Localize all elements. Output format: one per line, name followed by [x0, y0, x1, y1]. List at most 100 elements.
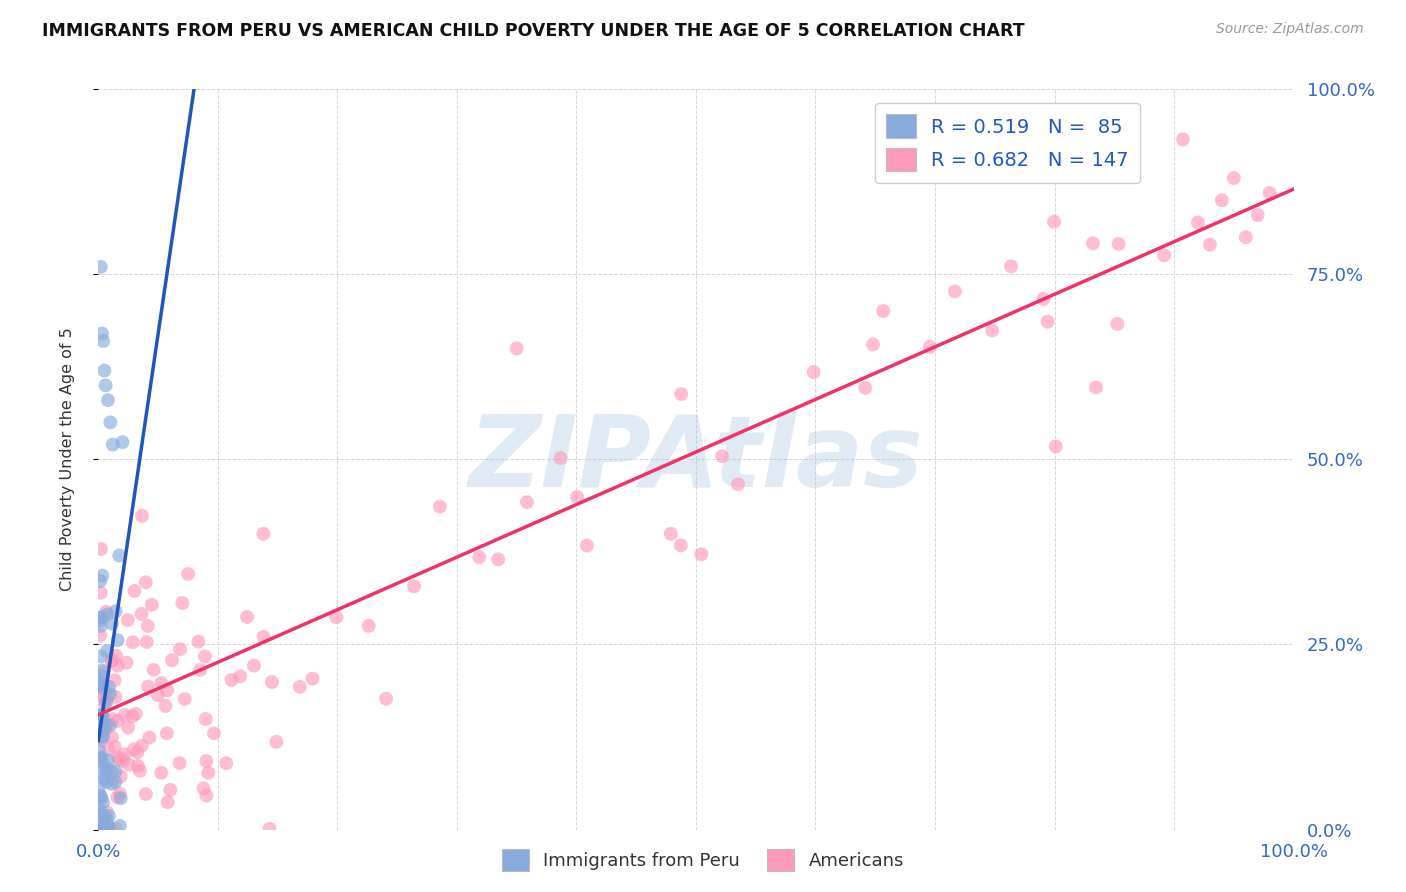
Point: [90, 817, 112, 831]
Point: [127, 745, 149, 759]
Point: [93, 720, 115, 734]
Point: [97, 754, 120, 768]
Point: [94, 717, 117, 731]
Point: [98, 687, 121, 701]
Point: [1043, 215, 1066, 229]
Point: [236, 610, 259, 624]
Point: [89, 814, 111, 828]
Point: [187, 634, 209, 648]
Point: [172, 596, 194, 610]
Point: [229, 669, 252, 683]
Point: [97, 819, 120, 833]
Point: [97, 819, 120, 833]
Point: [91, 796, 114, 810]
Point: [288, 680, 311, 694]
Point: [104, 690, 127, 704]
Point: [90, 750, 112, 764]
Point: [89, 724, 111, 739]
Point: [468, 550, 491, 565]
Point: [94, 819, 117, 833]
Point: [90, 586, 112, 600]
Point: [872, 304, 894, 318]
Point: [1108, 236, 1130, 251]
Point: [136, 619, 159, 633]
Text: IMMIGRANTS FROM PERU VS AMERICAN CHILD POVERTY UNDER THE AGE OF 5 CORRELATION CH: IMMIGRANTS FROM PERU VS AMERICAN CHILD P…: [42, 22, 1025, 40]
Point: [114, 747, 136, 762]
Point: [173, 692, 195, 706]
Point: [89, 628, 111, 642]
Point: [124, 584, 146, 599]
Point: [97, 809, 120, 823]
Legend: R = 0.519   N =  85, R = 0.682   N = 147: R = 0.519 N = 85, R = 0.682 N = 147: [875, 103, 1140, 183]
Point: [93, 761, 115, 775]
Point: [90, 675, 112, 690]
Point: [107, 751, 129, 765]
Point: [93, 711, 115, 725]
Point: [89, 676, 111, 690]
Point: [91, 819, 114, 833]
Text: ZIPAtlas: ZIPAtlas: [468, 411, 924, 508]
Point: [91, 689, 114, 703]
Point: [101, 731, 124, 745]
Point: [96, 819, 118, 833]
Point: [91, 334, 114, 348]
Point: [117, 613, 139, 627]
Point: [87, 819, 110, 833]
Point: [90, 756, 112, 770]
Point: [114, 708, 136, 723]
Point: [357, 619, 380, 633]
Point: [260, 675, 283, 690]
Point: [486, 552, 509, 566]
Point: [105, 822, 128, 836]
Point: [90, 541, 112, 556]
Point: [101, 712, 124, 726]
Point: [243, 658, 266, 673]
Point: [93, 696, 115, 710]
Point: [98, 680, 121, 694]
Point: [91, 729, 114, 743]
Point: [156, 726, 179, 740]
Point: [104, 673, 127, 688]
Point: [100, 654, 122, 668]
Point: [129, 764, 152, 778]
Point: [89, 685, 111, 699]
Point: [160, 653, 183, 667]
Point: [1000, 260, 1022, 274]
Point: [96, 644, 118, 658]
Point: [1199, 237, 1222, 252]
Point: [202, 726, 225, 740]
Point: [1187, 215, 1209, 229]
Point: [659, 526, 682, 541]
Point: [100, 764, 122, 779]
Point: [94, 723, 117, 737]
Point: [91, 326, 114, 341]
Point: [127, 759, 149, 773]
Point: [918, 340, 941, 354]
Point: [94, 819, 117, 833]
Point: [91, 811, 114, 825]
Point: [91, 822, 114, 836]
Point: [135, 575, 157, 590]
Point: [108, 787, 131, 801]
Point: [91, 664, 114, 678]
Point: [87, 781, 110, 796]
Point: [98, 822, 121, 836]
Point: [91, 678, 114, 692]
Point: [131, 607, 153, 621]
Point: [669, 387, 692, 401]
Point: [1247, 208, 1270, 222]
Point: [197, 765, 219, 780]
Point: [90, 708, 112, 723]
Point: [159, 782, 181, 797]
Point: [89, 803, 111, 817]
Point: [104, 764, 127, 779]
Point: [252, 630, 274, 644]
Point: [506, 341, 529, 355]
Point: [90, 819, 112, 833]
Point: [90, 260, 112, 274]
Point: [91, 730, 114, 744]
Point: [142, 663, 165, 677]
Point: [94, 819, 117, 833]
Point: [93, 769, 115, 783]
Point: [155, 698, 177, 713]
